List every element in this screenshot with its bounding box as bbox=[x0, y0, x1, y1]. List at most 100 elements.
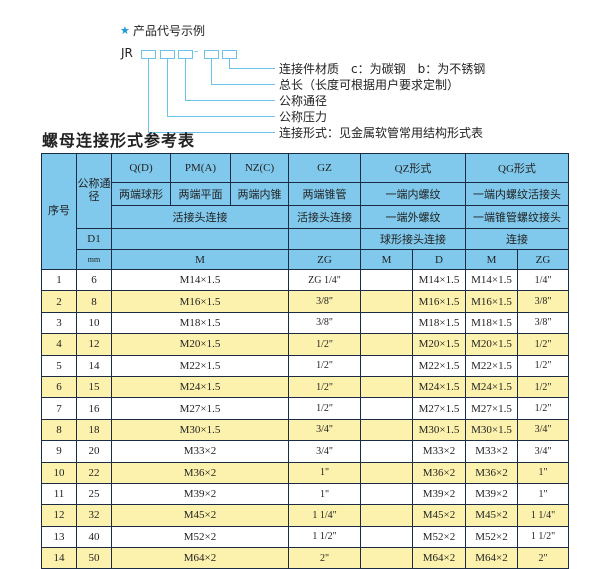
table-row: 1 6 M14×1.5 ZG 1/4" M14×1.5 M14×1.5 1/4" bbox=[41, 268, 569, 292]
connector-line bbox=[148, 59, 149, 132]
table-row: 6 15 M24×1.5 1/2" M24×1.5 M24×1.5 1/2" bbox=[41, 375, 569, 399]
cell-qz-m bbox=[360, 525, 413, 549]
cell-qz-d: M64×2 bbox=[412, 547, 466, 569]
table-row: 10 22 M36×2 1" M36×2 M36×2 1" bbox=[41, 461, 569, 484]
cell-d1: 22 bbox=[76, 461, 112, 484]
cell-qg-zg: 3/8" bbox=[517, 290, 569, 313]
cell-zg: 1 1/2" bbox=[288, 525, 361, 549]
cell-qz-m bbox=[360, 547, 413, 569]
cell-qz-m bbox=[360, 440, 413, 463]
connector-line bbox=[211, 59, 212, 84]
table-row: 14 50 M64×2 2" M64×2 M64×2 2" bbox=[41, 547, 569, 569]
cell-m: M20×1.5 bbox=[111, 333, 289, 356]
cell-m: M24×1.5 bbox=[111, 375, 289, 399]
header-c-3: 一端锥管螺纹接头 bbox=[465, 205, 569, 229]
cell-qz-d: M16×1.5 bbox=[412, 290, 466, 313]
cell-qg-m: M24×1.5 bbox=[465, 375, 518, 399]
header-e-m: M bbox=[111, 249, 289, 270]
header-b-5: 一端内螺纹活接头 bbox=[465, 182, 569, 206]
cell-d1: 18 bbox=[76, 418, 112, 442]
cell-qg-m: M27×1.5 bbox=[465, 397, 518, 420]
cell-d1: 20 bbox=[76, 440, 112, 463]
cell-seq: 7 bbox=[41, 397, 77, 420]
cell-qg-m: M22×1.5 bbox=[465, 354, 518, 377]
cell-qg-zg: 2" bbox=[517, 547, 569, 569]
cell-qz-d: M39×2 bbox=[412, 482, 466, 506]
cell-m: M64×2 bbox=[111, 547, 289, 569]
cell-qz-m bbox=[360, 504, 413, 527]
label-pressure: 公称压力 bbox=[279, 110, 328, 124]
connector-line bbox=[167, 59, 168, 116]
cell-zg: 3/4" bbox=[288, 418, 361, 442]
cell-seq: 14 bbox=[41, 547, 77, 569]
table-row: 7 16 M27×1.5 1/2" M27×1.5 M27×1.5 1/2" bbox=[41, 397, 569, 420]
header-e-qz-m: M bbox=[360, 249, 413, 270]
header-b-0: 两端球形 bbox=[111, 182, 171, 206]
cell-seq: 9 bbox=[41, 440, 77, 463]
header-d-qz: 球形接头连接 bbox=[360, 228, 466, 250]
header-seq: 序号 bbox=[41, 153, 77, 270]
cell-qz-d: M18×1.5 bbox=[412, 311, 466, 335]
cell-qz-d: M20×1.5 bbox=[412, 333, 466, 356]
cell-d1: 6 bbox=[76, 268, 112, 292]
cell-seq: 6 bbox=[41, 375, 77, 399]
cell-m: M45×2 bbox=[111, 504, 289, 527]
header-e-zg: ZG bbox=[288, 249, 361, 270]
cell-d1: 8 bbox=[76, 290, 112, 313]
connector-line bbox=[185, 100, 275, 101]
header-e-qz-d: D bbox=[412, 249, 466, 270]
header-nzc: NZ(C) bbox=[230, 153, 289, 183]
cell-zg: 3/4" bbox=[288, 440, 361, 463]
cell-qz-m bbox=[360, 397, 413, 420]
cell-m: M36×2 bbox=[111, 461, 289, 484]
cell-qz-d: M22×1.5 bbox=[412, 354, 466, 377]
cell-qz-d: M24×1.5 bbox=[412, 375, 466, 399]
header-b-3: 两端锥管 bbox=[288, 182, 361, 206]
connector-line bbox=[185, 59, 186, 100]
cell-d1: 32 bbox=[76, 504, 112, 527]
code-prefix: JR bbox=[121, 46, 133, 60]
cell-m: M39×2 bbox=[111, 482, 289, 506]
header-b-2: 两端内锥 bbox=[230, 182, 289, 206]
cell-qg-m: M33×2 bbox=[465, 440, 518, 463]
header-unit: mm bbox=[76, 249, 112, 270]
cell-m: M16×1.5 bbox=[111, 290, 289, 313]
cell-d1: 40 bbox=[76, 525, 112, 549]
cell-d1: 16 bbox=[76, 397, 112, 420]
cell-seq: 10 bbox=[41, 461, 77, 484]
cell-qz-d: M27×1.5 bbox=[412, 397, 466, 420]
cell-seq: 2 bbox=[41, 290, 77, 313]
cell-m: M18×1.5 bbox=[111, 311, 289, 335]
table-row: 13 40 M52×2 1 1/2" M52×2 M52×2 1 1/2" bbox=[41, 525, 569, 549]
table-row: 8 18 M30×1.5 3/4" M30×1.5 M30×1.5 3/4" bbox=[41, 418, 569, 442]
cell-qg-zg: 1/2" bbox=[517, 375, 569, 399]
cell-seq: 8 bbox=[41, 418, 77, 442]
table-row: 9 20 M33×2 3/4" M33×2 M33×2 3/4" bbox=[41, 440, 569, 463]
diagram-heading: 产品代号示例 bbox=[133, 24, 206, 38]
header-gz: GZ bbox=[288, 153, 361, 183]
code-box-material bbox=[222, 50, 237, 59]
cell-seq: 1 bbox=[41, 268, 77, 292]
cell-qz-d: M33×2 bbox=[412, 440, 466, 463]
cell-qz-d: M30×1.5 bbox=[412, 418, 466, 442]
cell-qg-zg: 1" bbox=[517, 461, 569, 484]
cell-zg: 2" bbox=[288, 547, 361, 569]
cell-qz-d: M45×2 bbox=[412, 504, 466, 527]
cell-qz-m bbox=[360, 375, 413, 399]
label-diameter: 公称通径 bbox=[279, 94, 328, 108]
cell-qg-zg: 3/4" bbox=[517, 418, 569, 442]
cell-qz-d: M14×1.5 bbox=[412, 268, 466, 292]
cell-qg-zg: 1 1/4" bbox=[517, 504, 569, 527]
cell-zg: 1" bbox=[288, 461, 361, 484]
cell-qg-m: M16×1.5 bbox=[465, 290, 518, 313]
cell-qz-m bbox=[360, 311, 413, 335]
cell-qg-m: M64×2 bbox=[465, 547, 518, 569]
cell-seq: 5 bbox=[41, 354, 77, 377]
label-material: 连接件材质 c：为碳钢 b：为不锈钢 bbox=[279, 62, 486, 76]
cell-seq: 3 bbox=[41, 311, 77, 335]
cell-qz-m bbox=[360, 268, 413, 292]
cell-seq: 4 bbox=[41, 333, 77, 356]
code-separator: - bbox=[194, 44, 199, 58]
header-seq-label: 序号 bbox=[48, 205, 70, 217]
header-b-1: 两端平面 bbox=[170, 182, 231, 206]
